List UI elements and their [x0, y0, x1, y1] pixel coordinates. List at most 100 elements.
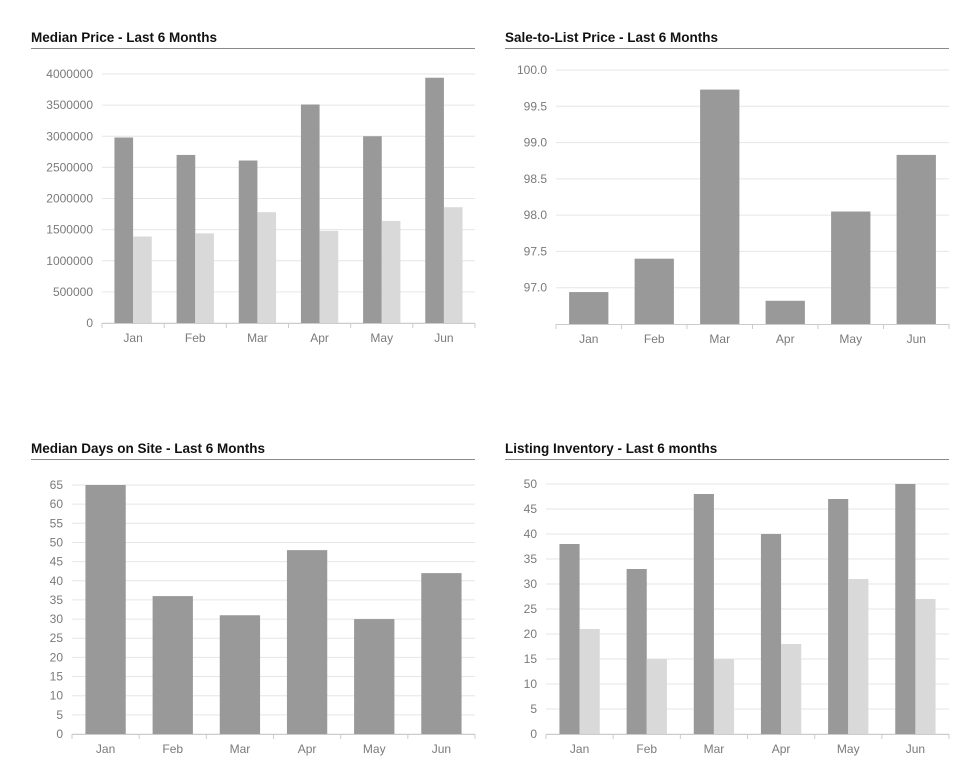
y-tick-label: 15	[50, 670, 64, 684]
bar-jun-series-2	[915, 599, 936, 734]
bar-jun-series-1	[895, 484, 916, 734]
bar-feb-series-1	[626, 569, 647, 734]
x-tick-label: Feb	[636, 742, 657, 756]
y-tick-label: 99.0	[524, 136, 548, 150]
y-tick-label: 4000000	[46, 67, 93, 81]
x-tick-label: May	[370, 331, 393, 345]
y-tick-label: 2500000	[46, 160, 93, 174]
bar-may-series-2	[848, 579, 869, 734]
title-divider	[505, 459, 949, 460]
x-tick-label: Feb	[644, 332, 665, 346]
listing-inventory-panel: Listing Inventory - Last 6 months 0 5 10 15…	[505, 441, 950, 766]
y-tick-label: 50	[524, 477, 538, 491]
x-tick-label: Apr	[310, 331, 329, 345]
median-price-panel: Median Price - Last 6 Months 0 500000 1000…	[31, 30, 476, 350]
x-tick-label: Mar	[247, 331, 268, 345]
median-price-chart: 0 500000 1000000 1500000 2000000 2500000 30000…	[46, 67, 476, 345]
y-tick-label: 0	[56, 727, 63, 741]
bar-jun-series-2	[443, 207, 463, 323]
y-tick-label: 3500000	[46, 98, 93, 112]
bar-may-series-1	[354, 619, 395, 734]
y-tick-label: 3000000	[46, 129, 93, 143]
y-tick-label: 5	[56, 708, 63, 722]
y-tick-label: 40	[524, 527, 538, 541]
x-tick-label: Mar	[704, 742, 725, 756]
listing-inventory-chart: 0 5 10 15 20 25 30 35 40 45 50 Jan Feb Mar Apr May Jun	[524, 477, 950, 756]
x-tick-label: Jan	[570, 742, 589, 756]
y-tick-label: 97.5	[524, 244, 548, 258]
x-tick-label: Jun	[432, 742, 451, 756]
x-tick-label: Feb	[185, 331, 206, 345]
bar-apr-series-2	[781, 644, 802, 734]
bar-jan-series-1	[559, 544, 580, 734]
bar-jun-series-1	[421, 573, 462, 734]
bar-feb-series-1	[634, 258, 674, 324]
y-tick-label: 50	[50, 535, 64, 549]
bar-apr-series-1	[765, 300, 805, 324]
bar-jan-series-1	[85, 485, 126, 734]
x-tick-label: May	[839, 332, 862, 346]
chart-title: Median Price - Last 6 Months	[31, 30, 218, 45]
bar-may-series-1	[363, 136, 382, 323]
bar-mar-series-1	[693, 494, 714, 734]
y-tick-label: 99.5	[524, 99, 548, 113]
median-days-chart: 0 5 10 15 20 25 30 35 40 45 50 55 60 65 Jan Feb Mar Apr Ma…	[50, 478, 476, 756]
x-tick-label: Apr	[298, 742, 317, 756]
bar-feb-series-1	[152, 596, 193, 734]
median-days-panel: Median Days on Site - Last 6 Months 0 5 10…	[31, 441, 476, 766]
bar-may-series-2	[381, 220, 401, 323]
bar-mar-series-1	[219, 615, 261, 734]
bar-jan-series-1	[114, 137, 134, 323]
x-tick-label: Mar	[230, 742, 251, 756]
y-tick-label: 30	[524, 577, 538, 591]
bar-may-series-1	[828, 499, 849, 734]
bar-jan-series-1	[569, 292, 609, 324]
y-tick-label: 35	[524, 552, 538, 566]
x-tick-label: Apr	[772, 742, 791, 756]
x-tick-label: May	[363, 742, 386, 756]
y-tick-label: 5	[530, 702, 537, 716]
x-tick-label: Apr	[776, 332, 795, 346]
y-tick-label: 45	[50, 555, 64, 569]
bar-apr-series-2	[319, 230, 339, 323]
title-divider	[505, 48, 949, 49]
bar-jun-series-1	[896, 154, 936, 324]
bar-jan-series-2	[579, 629, 600, 734]
bar-jan-series-2	[133, 236, 152, 323]
chart-title: Median Days on Site - Last 6 Months	[31, 441, 266, 456]
y-tick-label: 65	[50, 478, 64, 492]
bar-mar-series-2	[257, 212, 277, 323]
y-tick-label: 10	[50, 689, 64, 703]
x-tick-label: Jan	[96, 742, 115, 756]
x-tick-label: May	[837, 742, 860, 756]
sale-to-list-chart: 97.0 97.5 98.0 98.5 99.0 99.5 100.0 Jan Feb Mar Ap…	[517, 63, 950, 346]
y-tick-label: 100.0	[517, 63, 547, 77]
y-tick-label: 0	[86, 316, 93, 330]
y-tick-label: 60	[50, 497, 64, 511]
chart-title: Sale-to-List Price - Last 6 Months	[505, 30, 719, 45]
x-tick-label: Jan	[123, 331, 142, 345]
y-tick-label: 25	[50, 631, 64, 645]
bar-feb-series-2	[646, 659, 667, 734]
bar-apr-series-1	[300, 104, 320, 323]
y-tick-label: 35	[50, 593, 64, 607]
x-tick-label: Jun	[906, 742, 925, 756]
y-tick-label: 20	[524, 627, 538, 641]
x-tick-label: Jan	[579, 332, 598, 346]
y-tick-label: 30	[50, 612, 64, 626]
y-tick-label: 55	[50, 516, 64, 530]
bar-may-series-1	[831, 211, 871, 324]
y-tick-label: 10	[524, 677, 538, 691]
x-tick-label: Jun	[434, 331, 453, 345]
bar-feb-series-2	[195, 233, 214, 323]
bar-apr-series-1	[286, 550, 328, 734]
bar-feb-series-1	[176, 154, 196, 323]
y-tick-label: 45	[524, 502, 538, 516]
y-tick-label: 2000000	[46, 192, 93, 206]
bar-jun-series-1	[425, 77, 444, 323]
y-tick-label: 97.0	[524, 281, 548, 295]
x-tick-label: Jun	[907, 332, 926, 346]
y-tick-label: 15	[524, 652, 538, 666]
y-tick-label: 500000	[53, 285, 93, 299]
title-divider	[31, 48, 475, 49]
